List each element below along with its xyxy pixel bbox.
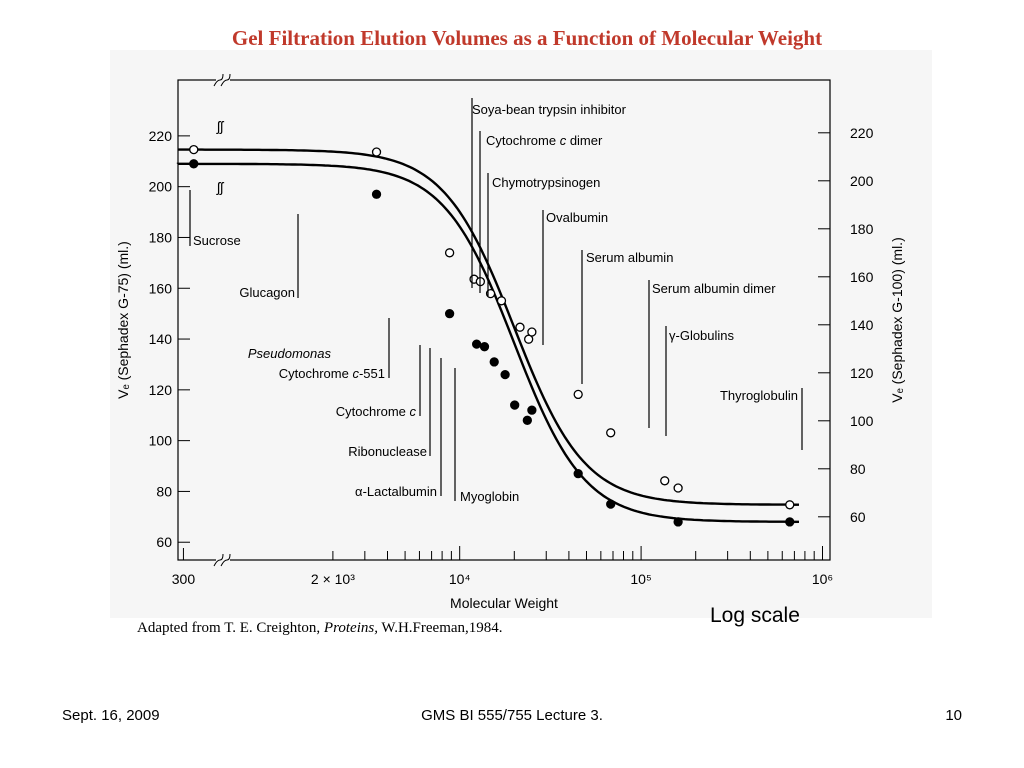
g100-point-7	[515, 322, 525, 332]
g100-point-2	[444, 248, 455, 258]
footer-date: Sept. 16, 2009	[62, 707, 160, 724]
g75-point-0	[189, 159, 199, 169]
elution-chart: ʃʃ ʃʃ 60 80 100 120 140 160 180 200 220 60 80 100 120 1…	[115, 73, 905, 611]
g75-point-5	[489, 357, 499, 367]
annotation-6: γ-Globulins	[669, 328, 735, 343]
annotation-8: Sucrose	[193, 233, 241, 248]
y-right-axis-label: Vₑ (Sephadex G-100) (ml.)	[889, 237, 905, 402]
g75-point-11	[606, 499, 616, 509]
y-right-tick-label-220: 220	[850, 125, 874, 141]
y-right-tick-label-200: 200	[850, 173, 874, 189]
y-left-tick-label-220: 220	[149, 128, 173, 144]
credit-suffix: W.H.Freeman,1984.	[377, 620, 503, 636]
annotation-7: Thyroglobulin	[720, 388, 798, 403]
g75-point-4	[479, 342, 490, 352]
plot-frame	[177, 79, 831, 561]
footer-course: GMS BI 555/755 Lecture 3.	[421, 707, 603, 724]
y-left-tick-label-140: 140	[149, 331, 173, 347]
g75-point-7	[510, 400, 520, 410]
g100-point-1	[371, 147, 382, 157]
x-tick-label-100000: 10⁵	[630, 571, 651, 587]
figure-credit: Adapted from T. E. Creighton, Proteins, …	[137, 620, 503, 637]
annotation-13: Ribonuclease	[348, 444, 427, 459]
credit-book: Proteins,	[323, 620, 378, 636]
annotation-5: Serum albumin dimer	[652, 281, 776, 296]
g75-point-9	[527, 405, 537, 415]
g75-point-1	[371, 189, 382, 199]
curve-g100	[178, 148, 800, 506]
g100-point-6	[496, 296, 507, 306]
y-right-tick-label-140: 140	[850, 317, 874, 333]
y-left-tick-label-160: 160	[149, 280, 173, 296]
annotation-12: Cytochrome c	[336, 404, 417, 419]
g75-point-13	[785, 517, 795, 527]
footer-page-number: 10	[945, 707, 962, 724]
y-right-tick-label-120: 120	[850, 365, 874, 381]
g100-point-13	[673, 483, 683, 493]
curve-break-g75: ʃʃ	[216, 179, 225, 195]
g100-point-14	[785, 500, 795, 510]
x-tick-label-2000: 2 × 10³	[311, 571, 355, 587]
g75-point-8	[522, 415, 532, 425]
annotation-14: α-Lactalbumin	[355, 484, 437, 499]
g100-point-11	[606, 428, 616, 438]
g75-point-6	[500, 369, 510, 380]
g75-point-10	[573, 469, 583, 479]
g100-point-9	[527, 327, 537, 337]
g100-point-0	[189, 144, 199, 155]
annotation-10: Pseudomonas	[248, 346, 332, 361]
g75-point-12	[673, 517, 683, 527]
y-left-axis-label: Vₑ (Sephadex G-75) (ml.)	[115, 241, 131, 399]
log-scale-note: Log scale	[710, 604, 800, 627]
annotation-15: Myoglobin	[460, 489, 519, 504]
annotation-0: Soya-bean trypsin inhibitor	[472, 102, 627, 117]
y-left-tick-label-200: 200	[149, 179, 173, 195]
annotation-2: Chymotrypsinogen	[492, 175, 600, 190]
annotation-4: Serum albumin	[586, 250, 673, 265]
y-left-tick-label-180: 180	[149, 229, 173, 245]
y-left-tick-label-60: 60	[156, 534, 172, 550]
figure-panel	[110, 50, 932, 618]
x-axis-label: Molecular Weight	[450, 595, 558, 611]
annotation-3: Ovalbumin	[546, 210, 608, 225]
annotation-9: Glucagon	[239, 285, 295, 300]
axis-break-gap-bottom	[216, 554, 230, 566]
curve-break-g100: ʃʃ	[216, 118, 225, 134]
annotation-1: Cytochrome c dimer	[486, 133, 603, 148]
x-tick-label-1000000: 10⁶	[812, 571, 833, 587]
axis-break-gap-top	[216, 74, 230, 86]
axis-break-mark-bottom	[213, 553, 231, 567]
annotation-11: Cytochrome c-551	[279, 366, 385, 381]
y-right-tick-label-160: 160	[850, 269, 874, 285]
slide-title: Gel Filtration Elution Volumes as a Func…	[231, 26, 823, 50]
g75-point-2	[444, 309, 455, 319]
y-right-tick-label-80: 80	[850, 461, 866, 477]
x-tick-label-300: 300	[172, 571, 196, 587]
axis-break-mark-top	[213, 73, 231, 87]
y-right-tick-label-180: 180	[850, 221, 874, 237]
y-right-tick-label-60: 60	[850, 509, 866, 525]
y-right-tick-label-100: 100	[850, 413, 874, 429]
g75-point-3	[471, 339, 482, 349]
g100-point-10	[573, 389, 583, 400]
credit-prefix: Adapted from T. E. Creighton,	[137, 620, 324, 636]
y-left-tick-label-100: 100	[149, 433, 173, 449]
g100-point-12	[660, 476, 670, 486]
y-left-tick-label-120: 120	[149, 382, 173, 398]
y-left-tick-label-80: 80	[156, 483, 172, 499]
x-tick-label-10000: 10⁴	[449, 571, 471, 587]
